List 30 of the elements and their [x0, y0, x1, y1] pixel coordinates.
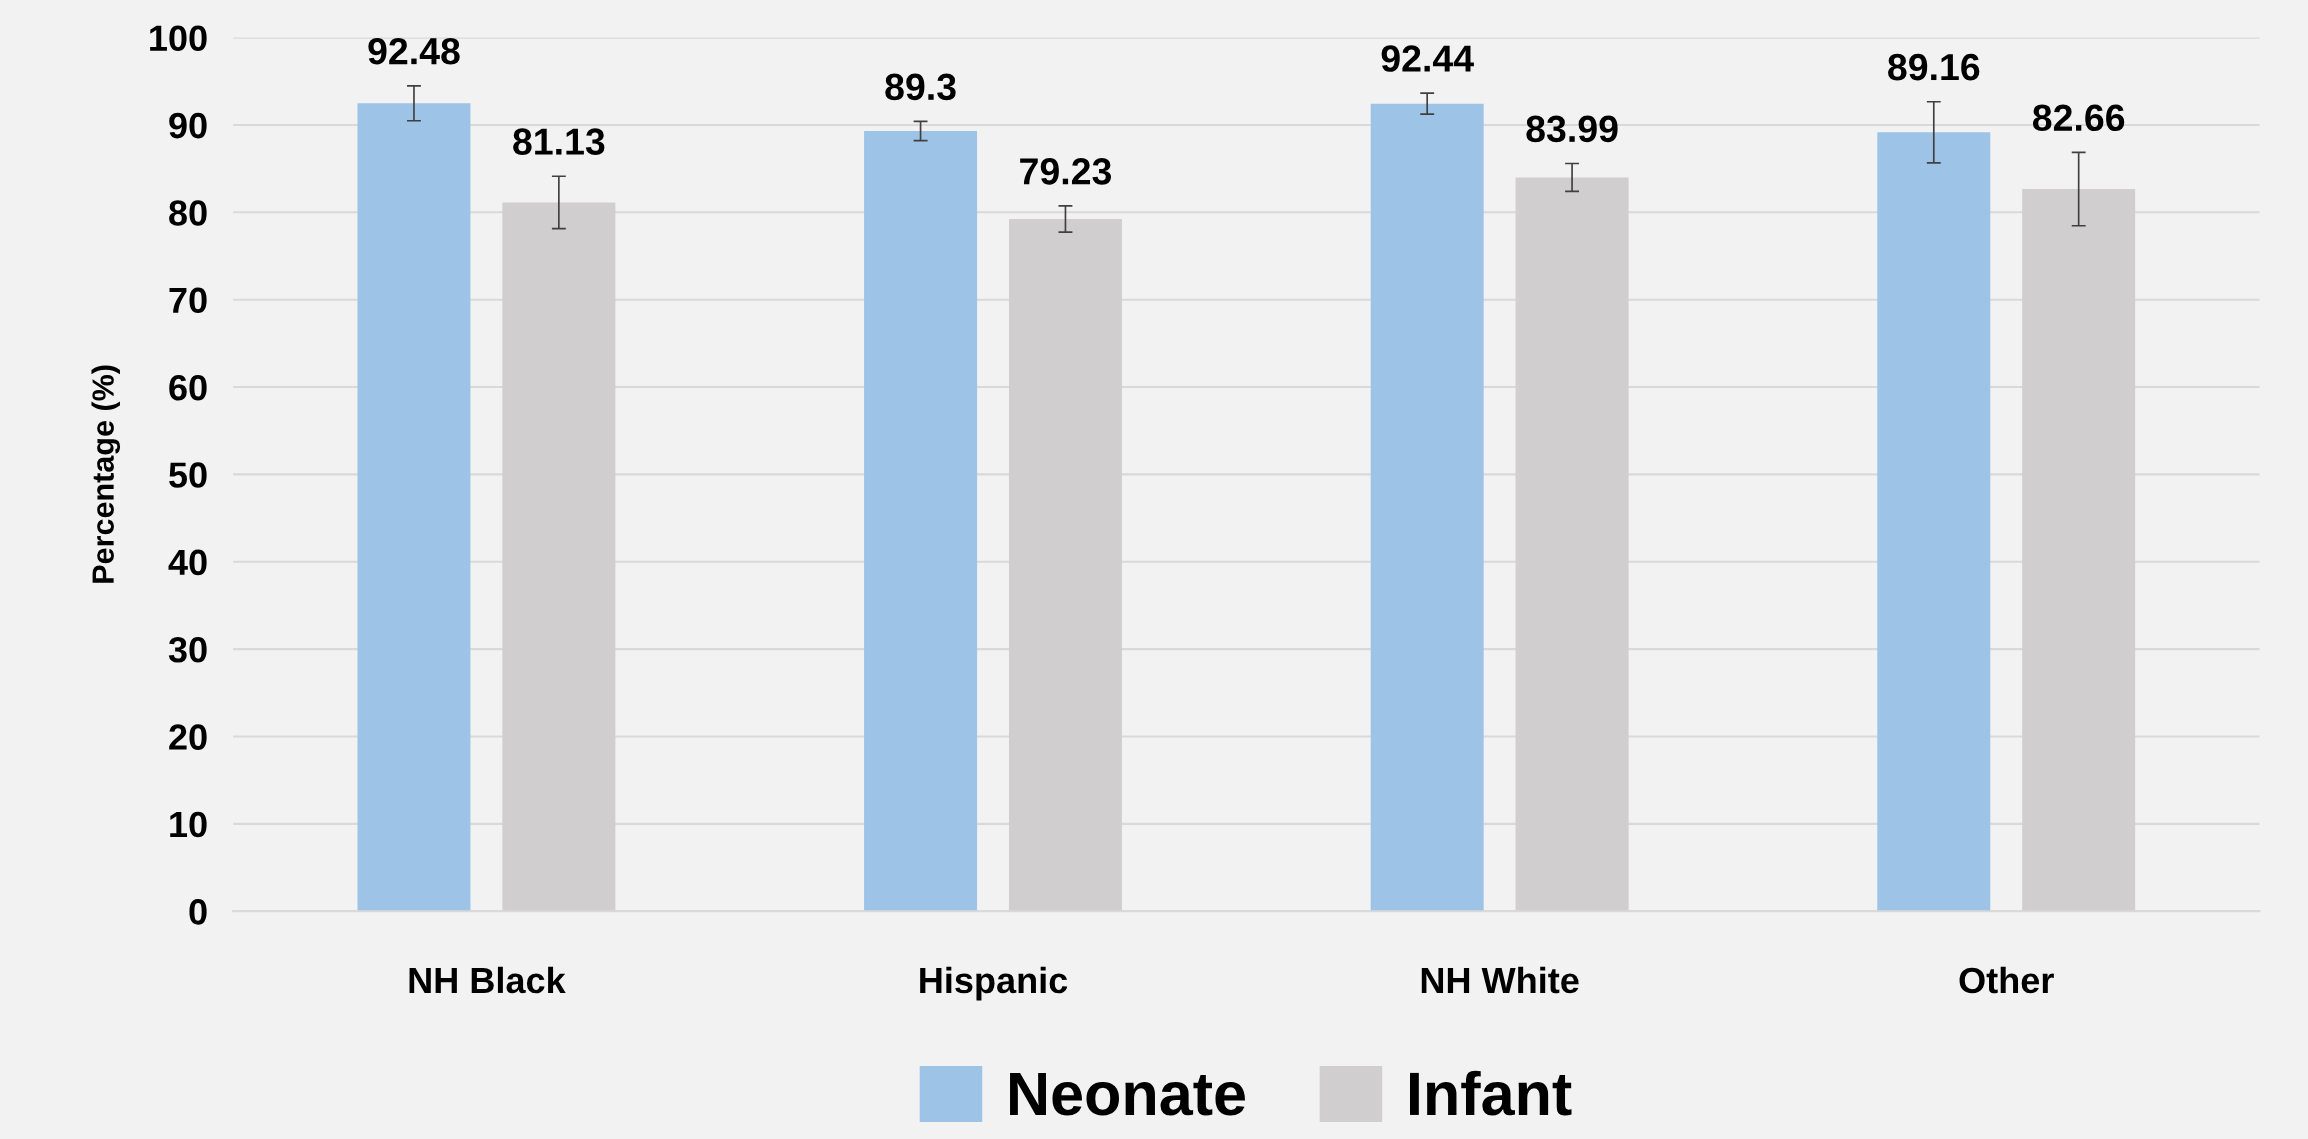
x-tick-label: Other — [1959, 966, 2054, 994]
data-label: 82.66 — [2032, 104, 2125, 132]
legend-label: Infant — [1410, 1070, 1572, 1116]
data-label: 89.16 — [1888, 53, 1980, 81]
data-label: 92.44 — [1381, 45, 1474, 72]
y-tick-label: 100 — [150, 25, 207, 52]
data-label: 79.23 — [1020, 158, 1112, 185]
data-label: 92.48 — [368, 37, 460, 65]
y-tick-label: 10 — [170, 811, 207, 838]
data-label: 83.99 — [1526, 115, 1618, 143]
y-tick-label: 0 — [189, 899, 207, 925]
x-tick-label: Hispanic — [920, 966, 1068, 1001]
bar — [1370, 103, 1484, 912]
x-tick-label: NH Black — [409, 966, 566, 994]
y-tick-label: 40 — [168, 549, 207, 576]
y-tick-label: 70 — [169, 287, 207, 314]
y-tick-label: 90 — [169, 112, 207, 139]
x-tick-label: NH White — [1421, 966, 1579, 994]
y-tick-label: 60 — [169, 374, 207, 401]
legend-label: Neonate — [1010, 1072, 1245, 1116]
data-label: 81.13 — [513, 128, 605, 155]
bar — [1877, 132, 1991, 912]
y-tick-label: 80 — [169, 200, 207, 226]
y-axis-title: Percentage (%) — [91, 365, 121, 583]
y-tick-label: 50 — [169, 462, 207, 488]
y-tick-label: 20 — [169, 724, 207, 750]
data-label: 89.3 — [885, 73, 956, 101]
y-tick-label: 30 — [168, 636, 207, 663]
bar — [864, 131, 978, 912]
bar — [357, 103, 471, 912]
